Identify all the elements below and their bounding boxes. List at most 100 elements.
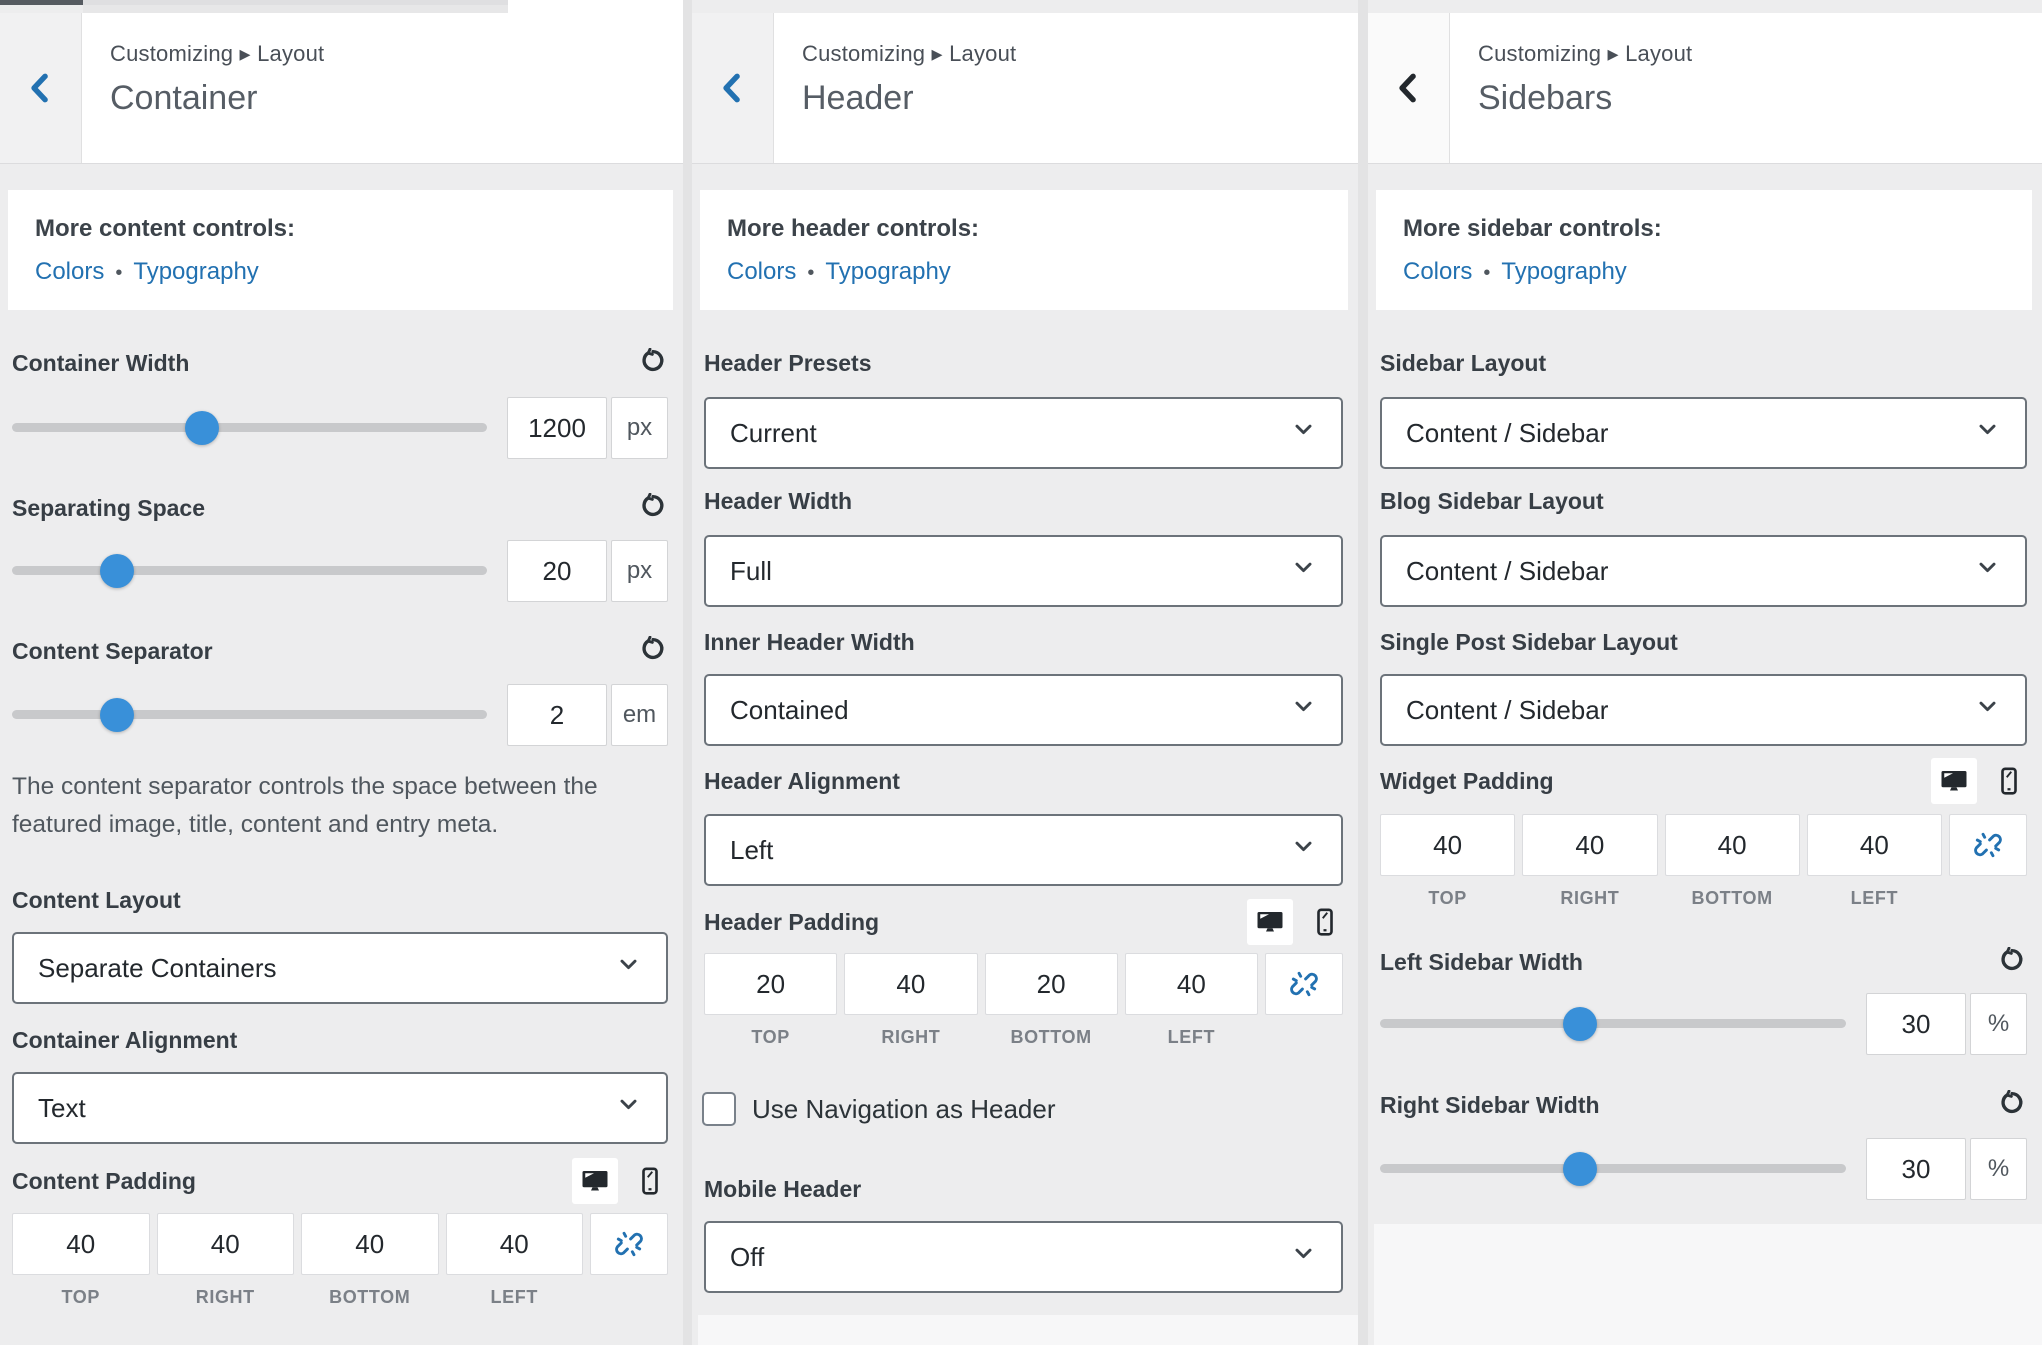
- section-header-width-label-row: Header Width: [704, 484, 1343, 518]
- right-sidebar-width-slider-track[interactable]: [1380, 1151, 1846, 1186]
- widget-padding-right-input[interactable]: [1522, 814, 1658, 876]
- reset-icon[interactable]: [1997, 1090, 2027, 1120]
- use-navigation-checkbox[interactable]: [702, 1092, 736, 1126]
- content-separator-unit: em: [611, 684, 668, 746]
- colors-link[interactable]: Colors: [727, 258, 797, 285]
- reset-icon[interactable]: [638, 493, 668, 523]
- content-layout-select[interactable]: Separate Containers: [12, 932, 668, 1004]
- reset-icon[interactable]: [638, 348, 668, 378]
- mobile-header-select[interactable]: Off: [704, 1221, 1343, 1293]
- section-content-padding-label-row: Content Padding: [12, 1158, 668, 1204]
- header-presets-select[interactable]: Current: [704, 397, 1343, 469]
- header-width-select[interactable]: Full: [704, 535, 1343, 607]
- container-width-label: Container Width: [12, 349, 190, 376]
- section-sidebar-layout-label-row: Sidebar Layout: [1380, 346, 2027, 380]
- header-padding-bottom-input[interactable]: [984, 953, 1118, 1015]
- section-header-padding-label-row: Header Padding: [704, 899, 1343, 945]
- desktop-icon[interactable]: [1931, 758, 1977, 804]
- widget-padding-top-input[interactable]: [1380, 814, 1516, 876]
- header-padding-inputs: [704, 953, 1343, 1015]
- desktop-icon[interactable]: [572, 1158, 618, 1204]
- mobile-icon[interactable]: [632, 1158, 668, 1204]
- content-padding-bottom-input[interactable]: [301, 1213, 439, 1275]
- right-sidebar-width-slider-row: %: [1380, 1138, 2027, 1200]
- widget-padding-inputs: [1380, 814, 2027, 876]
- colors-link[interactable]: Colors: [35, 258, 105, 285]
- section-content-layout-label-row: Content Layout: [12, 883, 668, 917]
- container-alignment-label: Container Alignment: [12, 1026, 238, 1053]
- content-padding-top-input[interactable]: [12, 1213, 150, 1275]
- panel-header: Customizing ▸ Layout Header: [692, 13, 1358, 164]
- content-separator-slider-thumb[interactable]: [99, 697, 134, 732]
- separating-space-slider-track[interactable]: [12, 553, 487, 588]
- container-width-slider-thumb[interactable]: [185, 410, 219, 445]
- separating-space-slider-thumb[interactable]: [99, 553, 134, 588]
- unlink-icon[interactable]: [1949, 814, 2027, 876]
- content-separator-input[interactable]: [507, 684, 607, 746]
- colors-link[interactable]: Colors: [1403, 258, 1473, 285]
- chevron-down-icon: [1290, 416, 1317, 450]
- widget-padding-bottom-input[interactable]: [1664, 814, 1800, 876]
- side-label-top: TOP: [751, 1027, 790, 1047]
- blog-sidebar-layout-select[interactable]: Content / Sidebar: [1380, 535, 2027, 607]
- chevron-left-icon: [22, 69, 60, 107]
- mobile-icon[interactable]: [1991, 758, 2027, 804]
- widget-padding-left-input[interactable]: [1806, 814, 1942, 876]
- left-sidebar-width-input[interactable]: [1866, 993, 1966, 1055]
- typography-link[interactable]: Typography: [1501, 258, 1627, 285]
- reset-icon[interactable]: [1997, 947, 2027, 977]
- left-sidebar-width-slider-thumb[interactable]: [1563, 1006, 1598, 1041]
- content-layout-value: Separate Containers: [38, 952, 277, 983]
- panel-footer-area: [1374, 1224, 2042, 1345]
- blog-sidebar-layout-value: Content / Sidebar: [1406, 555, 1609, 586]
- right-sidebar-width-input[interactable]: [1866, 1138, 1966, 1200]
- separating-space-slider-row: px: [12, 540, 668, 602]
- section-header-alignment-label-row: Header Alignment: [704, 764, 1343, 798]
- container-alignment-select[interactable]: Text: [12, 1072, 668, 1144]
- content-padding-side-labels: TOP RIGHT BOTTOM LEFT: [12, 1287, 668, 1308]
- mobile-icon[interactable]: [1307, 899, 1343, 945]
- sidebar-layout-value: Content / Sidebar: [1406, 417, 1609, 448]
- more-controls-card: More header controls: Colors • Typography: [700, 190, 1348, 310]
- desktop-icon[interactable]: [1247, 899, 1293, 945]
- typography-link[interactable]: Typography: [825, 258, 951, 285]
- panel-header-settings: Customizing ▸ Layout Header More header …: [692, 0, 1358, 1345]
- header-padding-left-input[interactable]: [1124, 953, 1258, 1015]
- header-presets-label: Header Presets: [704, 349, 872, 376]
- header-alignment-label: Header Alignment: [704, 767, 900, 794]
- container-width-slider-track[interactable]: [12, 410, 487, 445]
- right-sidebar-width-unit: %: [1970, 1138, 2027, 1200]
- left-sidebar-width-label: Left Sidebar Width: [1380, 948, 1583, 975]
- unlink-icon[interactable]: [1265, 953, 1343, 1015]
- header-padding-right-input[interactable]: [844, 953, 978, 1015]
- panel-footer-area: [698, 1315, 1358, 1345]
- content-separator-slider-track[interactable]: [12, 697, 487, 732]
- back-button[interactable]: [692, 13, 774, 163]
- chevron-down-icon: [1290, 1240, 1317, 1274]
- typography-link[interactable]: Typography: [133, 258, 259, 285]
- left-sidebar-width-slider-track[interactable]: [1380, 1006, 1846, 1041]
- back-button[interactable]: [0, 13, 82, 163]
- sidebar-layout-select[interactable]: Content / Sidebar: [1380, 397, 2027, 469]
- side-label-top: TOP: [61, 1287, 100, 1307]
- unlink-icon[interactable]: [590, 1213, 668, 1275]
- section-single-post-sidebar-layout-label-row: Single Post Sidebar Layout: [1380, 625, 2027, 659]
- header-padding-side-labels: TOP RIGHT BOTTOM LEFT: [704, 1027, 1343, 1048]
- inner-header-width-select[interactable]: Contained: [704, 674, 1343, 746]
- content-padding-right-input[interactable]: [156, 1213, 294, 1275]
- header-padding-top-input[interactable]: [704, 953, 838, 1015]
- back-button[interactable]: [1368, 13, 1450, 163]
- reset-icon[interactable]: [638, 636, 668, 666]
- panel-container: Customizing ▸ Layout Container More cont…: [0, 0, 683, 1345]
- content-padding-left-input[interactable]: [445, 1213, 583, 1275]
- container-width-input[interactable]: [507, 397, 607, 459]
- single-post-sidebar-layout-select[interactable]: Content / Sidebar: [1380, 674, 2027, 746]
- chevron-down-icon: [1974, 554, 2001, 588]
- separating-space-input[interactable]: [507, 540, 607, 602]
- header-alignment-select[interactable]: Left: [704, 814, 1343, 886]
- right-sidebar-width-slider-thumb[interactable]: [1563, 1151, 1598, 1186]
- section-widget-padding-label-row: Widget Padding: [1380, 758, 2027, 804]
- link-separator: •: [807, 262, 815, 284]
- section-separating-space-label-row: Separating Space: [12, 491, 668, 525]
